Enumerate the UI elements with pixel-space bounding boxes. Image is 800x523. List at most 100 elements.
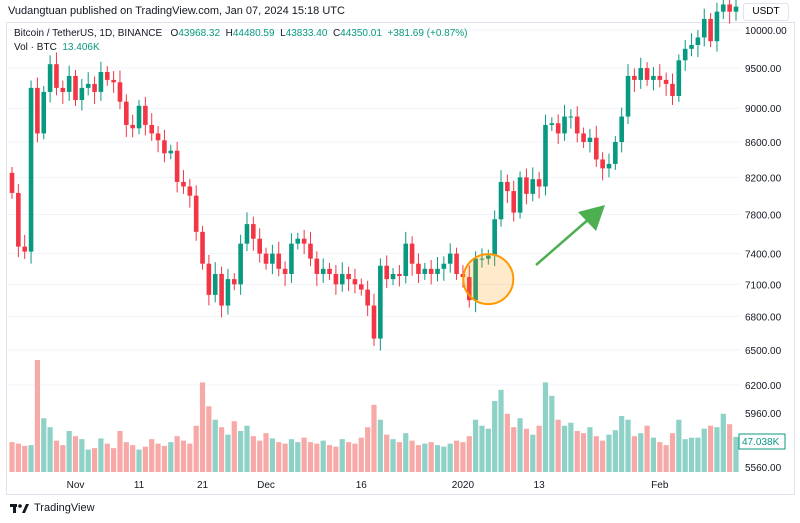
candle-body bbox=[346, 273, 351, 280]
volume-bar bbox=[85, 449, 91, 472]
volume-bar bbox=[428, 442, 434, 472]
y-tick-label: 7100.00 bbox=[745, 280, 782, 291]
chart-frame[interactable] bbox=[6, 22, 795, 495]
volume-bar bbox=[371, 404, 377, 472]
volume-bar bbox=[155, 443, 161, 472]
volume-bar bbox=[625, 419, 631, 472]
candle-body bbox=[60, 87, 66, 92]
candle-body bbox=[530, 179, 536, 194]
volume-bar bbox=[453, 440, 460, 472]
candle-body bbox=[181, 181, 186, 187]
candle-body bbox=[320, 268, 326, 274]
volume-bar bbox=[504, 413, 510, 472]
candle-body bbox=[682, 48, 688, 61]
candle-body bbox=[543, 124, 548, 187]
candle-body bbox=[701, 18, 707, 38]
volume-bar bbox=[409, 440, 415, 472]
candle-body bbox=[600, 159, 605, 169]
candle-body bbox=[16, 192, 21, 247]
volume-bar bbox=[727, 424, 733, 472]
candle-body bbox=[339, 273, 345, 285]
volume-bar bbox=[530, 434, 536, 472]
y-tick-label: 8200.00 bbox=[745, 173, 782, 184]
x-tick-label: 11 bbox=[134, 480, 145, 491]
candle-body bbox=[73, 75, 78, 101]
volume-bar bbox=[714, 427, 720, 472]
candle-body bbox=[301, 238, 307, 244]
currency-button[interactable]: USDT bbox=[743, 3, 789, 21]
volume-bar bbox=[460, 442, 466, 472]
footer-brand-text: TradingView bbox=[34, 502, 95, 514]
volume-bar bbox=[149, 439, 155, 472]
volume-bar bbox=[72, 436, 79, 472]
candle-body bbox=[270, 253, 275, 264]
candle-body bbox=[143, 105, 148, 125]
volume-bar bbox=[619, 416, 625, 472]
candle-body bbox=[651, 75, 656, 80]
volume-last-label: 47.038K bbox=[742, 437, 780, 448]
volume-bar bbox=[117, 430, 123, 472]
y-tick-label: 9500.00 bbox=[745, 64, 782, 75]
x-tick-label: Nov bbox=[67, 480, 85, 491]
volume-bar bbox=[403, 433, 409, 472]
candle-body bbox=[276, 253, 282, 269]
candle-body bbox=[466, 277, 472, 301]
volume-bar bbox=[320, 440, 326, 472]
volume-bar bbox=[701, 428, 707, 472]
volume-bar bbox=[536, 425, 542, 472]
candle-body bbox=[441, 263, 447, 269]
candle-body bbox=[155, 133, 161, 141]
volume-bar bbox=[638, 433, 644, 472]
candle-body bbox=[403, 243, 409, 277]
volume-bar bbox=[168, 442, 174, 472]
candle-body bbox=[390, 273, 396, 280]
candle-body bbox=[92, 83, 97, 92]
candle-body bbox=[524, 177, 529, 194]
candle-body bbox=[632, 75, 637, 80]
volume-bar bbox=[295, 442, 301, 472]
candle-body bbox=[435, 268, 440, 274]
y-tick-label: 7800.00 bbox=[745, 211, 782, 222]
tradingview-logo-icon bbox=[10, 504, 29, 513]
candle-body bbox=[676, 60, 682, 96]
candle-body bbox=[371, 305, 377, 339]
volume-bar bbox=[180, 440, 187, 472]
volume-bar bbox=[498, 389, 504, 472]
volume-bar bbox=[333, 446, 339, 472]
symbol-name[interactable]: Bitcoin / TetherUS, 1D, BINANCE bbox=[14, 28, 163, 39]
candle-body bbox=[644, 68, 650, 80]
x-tick-label: 13 bbox=[534, 480, 546, 491]
candle-body bbox=[168, 150, 174, 154]
volume-bar bbox=[104, 443, 110, 472]
volume-bar bbox=[644, 425, 650, 472]
candle-body bbox=[365, 289, 370, 306]
volume-bar bbox=[574, 430, 580, 472]
y-tick-label: 5560.00 bbox=[745, 463, 782, 474]
volume-bar bbox=[98, 438, 104, 472]
volume-bar bbox=[22, 445, 28, 472]
open-value: 43968.32 bbox=[178, 28, 221, 39]
candle-body bbox=[9, 172, 15, 193]
footer-brand[interactable]: TradingView bbox=[10, 502, 95, 514]
candle-body bbox=[111, 79, 116, 83]
publisher-line: Vudangtuan published on TradingView.com,… bbox=[8, 5, 345, 17]
high-value: 44480.59 bbox=[232, 28, 275, 39]
candle-body bbox=[308, 243, 313, 259]
candle-body bbox=[416, 263, 421, 274]
volume-bar bbox=[612, 430, 618, 472]
volume-bar bbox=[682, 439, 688, 472]
candle-body bbox=[505, 181, 510, 192]
y-tick-label: 9000.00 bbox=[745, 104, 782, 115]
volume-bar bbox=[28, 445, 34, 472]
candle-body bbox=[498, 181, 504, 220]
candle-body bbox=[289, 243, 294, 274]
volume-bar bbox=[53, 440, 60, 472]
volume-bar bbox=[485, 428, 491, 472]
volume-bar bbox=[580, 433, 587, 472]
candle-body bbox=[327, 268, 332, 274]
candle-body bbox=[22, 246, 28, 252]
candle-body bbox=[511, 191, 517, 213]
candle-body bbox=[517, 177, 523, 213]
volume-bar bbox=[511, 427, 517, 472]
